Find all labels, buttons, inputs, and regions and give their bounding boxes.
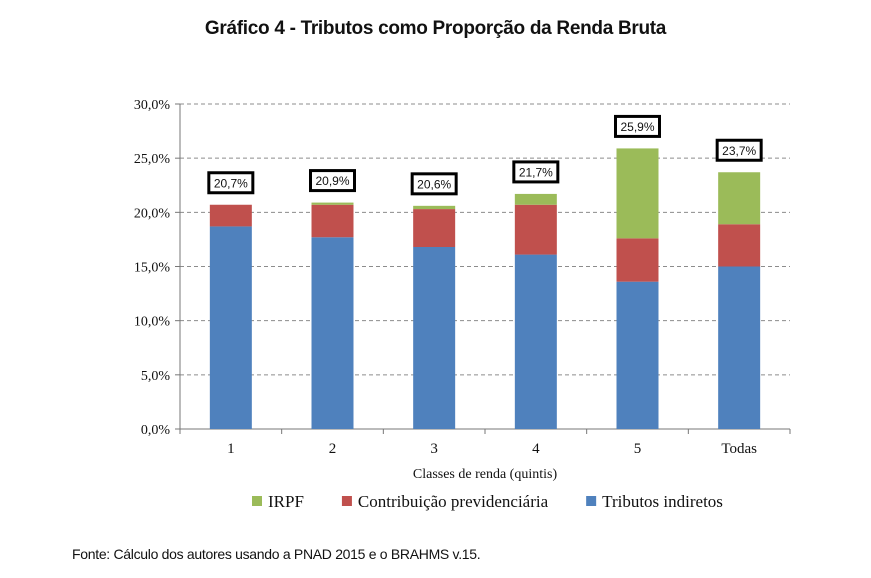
y-tick-label: 10,0% xyxy=(134,315,171,330)
bar-segment-tributos-indiretos xyxy=(209,226,252,429)
chart-title: Gráfico 4 - Tributos como Proporção da R… xyxy=(204,18,667,39)
bar-segment-contribui-o-previdenci-ria xyxy=(616,238,659,282)
total-label: 25,9% xyxy=(620,120,654,134)
y-tick-label: 5,0% xyxy=(141,369,171,384)
x-tick-label: 2 xyxy=(329,441,337,457)
legend-label: Contribuição previdenciária xyxy=(358,492,549,511)
bar-segment-tributos-indiretos xyxy=(616,281,659,429)
total-label: 21,7% xyxy=(519,165,553,179)
x-tick-label: 5 xyxy=(634,441,642,457)
total-label-box xyxy=(207,171,255,195)
total-label-box xyxy=(309,169,356,193)
total-label: 23,7% xyxy=(722,144,756,158)
x-tick-label: 3 xyxy=(430,441,438,457)
source-note: Fonte: Cálculo dos autores usando a PNAD… xyxy=(72,546,481,562)
x-tick-label: 1 xyxy=(227,441,235,457)
legend-swatch xyxy=(586,496,597,506)
total-label: 20,9% xyxy=(315,174,349,188)
total-label: 20,6% xyxy=(417,177,451,191)
legend-swatch xyxy=(341,496,352,506)
bar-segment-contribui-o-previdenci-ria xyxy=(718,224,761,267)
bar-segment-contribui-o-previdenci-ria xyxy=(209,204,252,227)
total-label-box xyxy=(512,160,560,184)
x-tick-label: 4 xyxy=(532,441,540,457)
bar-segment-irpf xyxy=(514,193,557,205)
y-tick-label: 25,0% xyxy=(134,152,171,167)
bar-segment-tributos-indiretos xyxy=(311,237,354,429)
x-axis-title: Classes de renda (quintis) xyxy=(413,467,558,482)
legend-label: IRPF xyxy=(268,492,304,511)
bar-segment-contribui-o-previdenci-ria xyxy=(311,204,354,238)
legend-swatch xyxy=(252,496,262,506)
bar-segment-irpf xyxy=(718,172,761,225)
y-tick-label: 30,0% xyxy=(134,98,171,113)
total-label: 20,7% xyxy=(214,176,248,190)
x-tick-label: Todas xyxy=(721,441,757,457)
bar-segment-contribui-o-previdenci-ria xyxy=(413,209,456,247)
bar-segment-irpf xyxy=(616,148,659,239)
y-tick-label: 0,0% xyxy=(141,423,171,438)
total-label-box xyxy=(614,114,661,138)
total-label-box xyxy=(715,138,763,162)
y-tick-label: 15,0% xyxy=(134,261,171,276)
bar-segment-contribui-o-previdenci-ria xyxy=(514,204,557,255)
legend-label: Tributos indiretos xyxy=(602,492,723,511)
y-tick-label: 20,0% xyxy=(134,206,171,221)
bar-segment-tributos-indiretos xyxy=(514,254,557,429)
bar-segment-irpf xyxy=(413,205,456,210)
bar-segment-irpf xyxy=(311,202,354,205)
bar-segment-tributos-indiretos xyxy=(413,247,456,429)
stacked-bar-chart: 0,0% 5,0% 10,0% 15,0% 20,0% 25,0% 30,0% 20,7% 1 2… xyxy=(134,98,791,511)
total-label-box xyxy=(410,172,458,196)
bar-segment-tributos-indiretos xyxy=(718,266,761,429)
